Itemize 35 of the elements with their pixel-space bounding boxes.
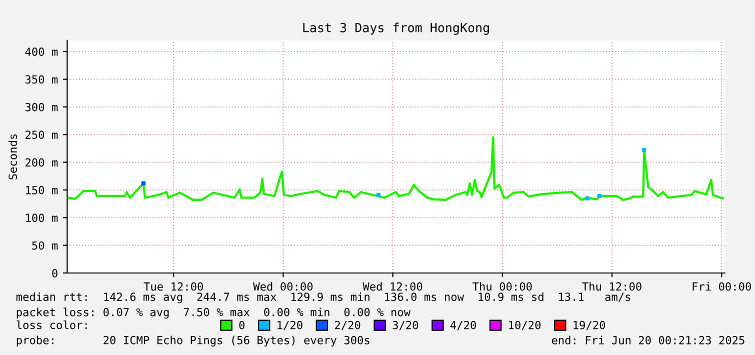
y-tick-label: 100 m [26, 214, 58, 222]
text: probe: 20 ICMP Echo Pings (56 Bytes) every 300s [16, 336, 370, 347]
point [376, 192, 381, 198]
legend-label: 2/20 [335, 320, 360, 330]
point [141, 181, 146, 186]
y-tick-label: 250 m [26, 130, 58, 139]
legend-label: 10/20 [509, 320, 541, 330]
text: median rtt: 142.6 ms avg 244.7 ms max 129.9 ms min 136.0 ms now 10.9 ms sd 13.1 am/s [16, 292, 630, 304]
text: packet loss: 0.07 % avg 7.50 % max 0.00 % min 0.00 % now [16, 308, 411, 319]
x-tick-label: Wed 12:00 [362, 282, 422, 291]
x-tick-label: Thu 12:00 [582, 282, 642, 291]
legend-label: 19/20 [574, 320, 606, 330]
point [585, 196, 590, 200]
x-tick-label: Tue 12:00 [144, 282, 203, 291]
text: end: Fri Jun 20 00:21:23 2025 [552, 336, 744, 344]
y-tick-label: 0 [52, 269, 58, 278]
y-axis-title: Seconds [8, 134, 18, 180]
point [597, 194, 602, 198]
y-tick-label: 350 m [25, 75, 58, 84]
chart-title: Last 3 Days from HongKong [303, 22, 489, 35]
x-tick-label: Thu 00:00 [472, 282, 532, 291]
y-tick-label: 300 m [25, 102, 58, 112]
legend-label: 1/20 [278, 320, 302, 330]
y-tick-label: 50 m [32, 241, 58, 250]
legend-title: loss color: [16, 320, 87, 330]
legend-label: 0 [239, 320, 244, 330]
x-tick-label: Fri 00:00 [692, 282, 751, 291]
y-tick-label: 150 m [26, 186, 58, 194]
x-tick-label: Wed 00:00 [253, 282, 313, 291]
line-series [68, 136, 724, 202]
legend-label: 3/20 [392, 320, 418, 330]
y-tick-label: 200 m [26, 158, 58, 167]
legend-label: 4/20 [450, 320, 476, 330]
y-tick-label: 400 m [25, 48, 58, 56]
point [642, 148, 646, 152]
